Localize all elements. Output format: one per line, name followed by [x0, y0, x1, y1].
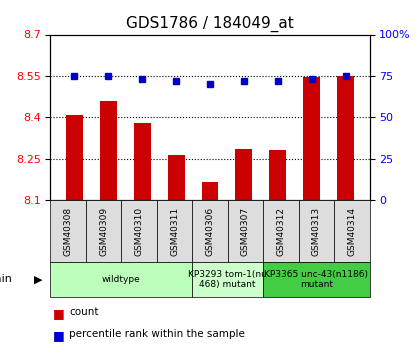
- Text: GSM40310: GSM40310: [134, 207, 144, 256]
- Text: GSM40306: GSM40306: [205, 207, 215, 256]
- Text: GSM40309: GSM40309: [99, 207, 108, 256]
- Text: GSM40307: GSM40307: [241, 207, 250, 256]
- Bar: [202, 182, 218, 200]
- Text: ■: ■: [52, 329, 64, 343]
- Text: percentile rank within the sample: percentile rank within the sample: [69, 329, 245, 339]
- Bar: [236, 149, 252, 200]
- Text: strain: strain: [0, 275, 13, 284]
- Bar: [100, 101, 117, 200]
- Text: wildtype: wildtype: [102, 275, 141, 284]
- Text: count: count: [69, 307, 99, 317]
- Text: GSM40313: GSM40313: [312, 207, 321, 256]
- Text: GSM40308: GSM40308: [64, 207, 73, 256]
- Text: GSM40311: GSM40311: [170, 207, 179, 256]
- Text: KP3293 tom-1(nu
468) mutant: KP3293 tom-1(nu 468) mutant: [188, 270, 267, 289]
- Title: GDS1786 / 184049_at: GDS1786 / 184049_at: [126, 16, 294, 32]
- Bar: [269, 150, 286, 200]
- Text: KP3365 unc-43(n1186)
mutant: KP3365 unc-43(n1186) mutant: [265, 270, 368, 289]
- Bar: [337, 76, 354, 200]
- Bar: [168, 155, 184, 200]
- Text: GSM40312: GSM40312: [276, 207, 286, 256]
- Text: GSM40314: GSM40314: [347, 207, 356, 256]
- Text: ■: ■: [52, 307, 64, 320]
- Text: ▶: ▶: [34, 275, 42, 284]
- Bar: [66, 115, 83, 200]
- Bar: [134, 123, 151, 200]
- Bar: [303, 77, 320, 200]
